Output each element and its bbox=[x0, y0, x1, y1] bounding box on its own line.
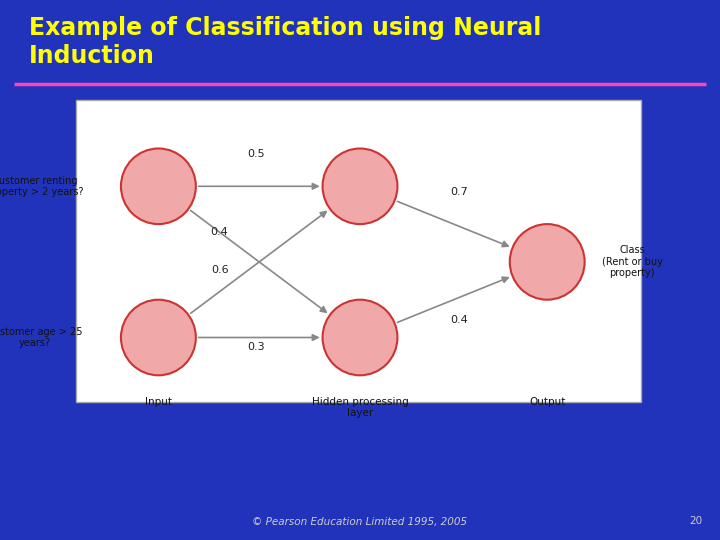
Ellipse shape bbox=[121, 300, 196, 375]
Text: 0.4: 0.4 bbox=[451, 315, 468, 325]
Text: 0.7: 0.7 bbox=[451, 187, 468, 197]
Ellipse shape bbox=[323, 148, 397, 224]
FancyBboxPatch shape bbox=[76, 100, 641, 402]
Text: Customer renting
property > 2 years?: Customer renting property > 2 years? bbox=[0, 176, 84, 197]
Text: © Pearson Education Limited 1995, 2005: © Pearson Education Limited 1995, 2005 bbox=[253, 516, 467, 526]
Ellipse shape bbox=[121, 148, 196, 224]
Text: Class
(Rent or buy
property): Class (Rent or buy property) bbox=[602, 245, 662, 279]
Text: Input: Input bbox=[145, 397, 172, 407]
Text: 0.6: 0.6 bbox=[211, 265, 228, 275]
Text: 0.5: 0.5 bbox=[247, 149, 264, 159]
Text: Example of Classification using Neural
Induction: Example of Classification using Neural I… bbox=[29, 16, 541, 68]
Ellipse shape bbox=[323, 300, 397, 375]
Ellipse shape bbox=[510, 224, 585, 300]
Text: Output: Output bbox=[529, 397, 565, 407]
Text: 20: 20 bbox=[689, 516, 702, 526]
Text: Customer age > 25
years?: Customer age > 25 years? bbox=[0, 327, 82, 348]
Text: 0.4: 0.4 bbox=[211, 227, 228, 237]
Text: 0.3: 0.3 bbox=[247, 342, 264, 352]
Text: Hidden processing
layer: Hidden processing layer bbox=[312, 397, 408, 418]
